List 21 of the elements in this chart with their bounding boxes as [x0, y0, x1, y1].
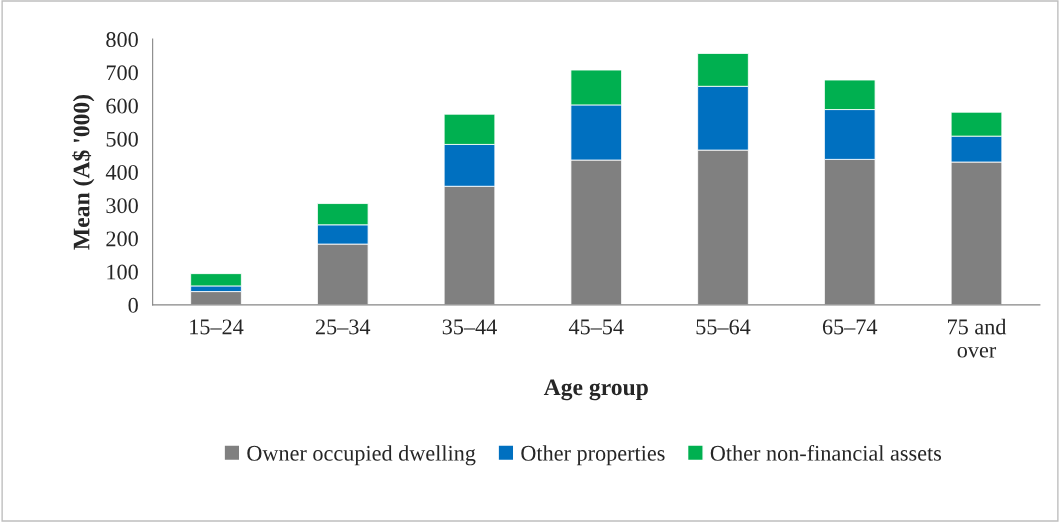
- y-tick-label: 200: [106, 231, 138, 247]
- legend-label: Other non-financial assets: [710, 444, 942, 461]
- y-axis-title: Mean (A$ '000): [72, 95, 95, 250]
- x-tick-label: 35–44: [442, 319, 497, 335]
- legend-label: Other properties: [521, 445, 665, 466]
- y-tick-label: 600: [106, 98, 138, 114]
- x-tick-label: 75 and over: [948, 318, 1007, 358]
- y-tick-label: 300: [106, 198, 138, 214]
- y-tick-label: 400: [105, 164, 138, 180]
- x-tick-label: 45–54: [568, 319, 624, 335]
- x-tick-label: 15–24: [190, 319, 244, 335]
- x-axis-title: Age group: [543, 379, 648, 401]
- y-tick-label: 700: [106, 65, 138, 81]
- y-tick-label: 500: [106, 131, 138, 147]
- y-tick-label: 800: [106, 32, 138, 48]
- x-tick-label: 25–34: [315, 319, 371, 335]
- x-tick-label: 65–74: [822, 319, 878, 335]
- legend-label: Owner occupied dwelling: [247, 445, 476, 466]
- x-tick-label: 55–64: [696, 319, 751, 335]
- y-tick-label: 0: [128, 297, 138, 313]
- y-tick-label: 100: [107, 264, 138, 280]
